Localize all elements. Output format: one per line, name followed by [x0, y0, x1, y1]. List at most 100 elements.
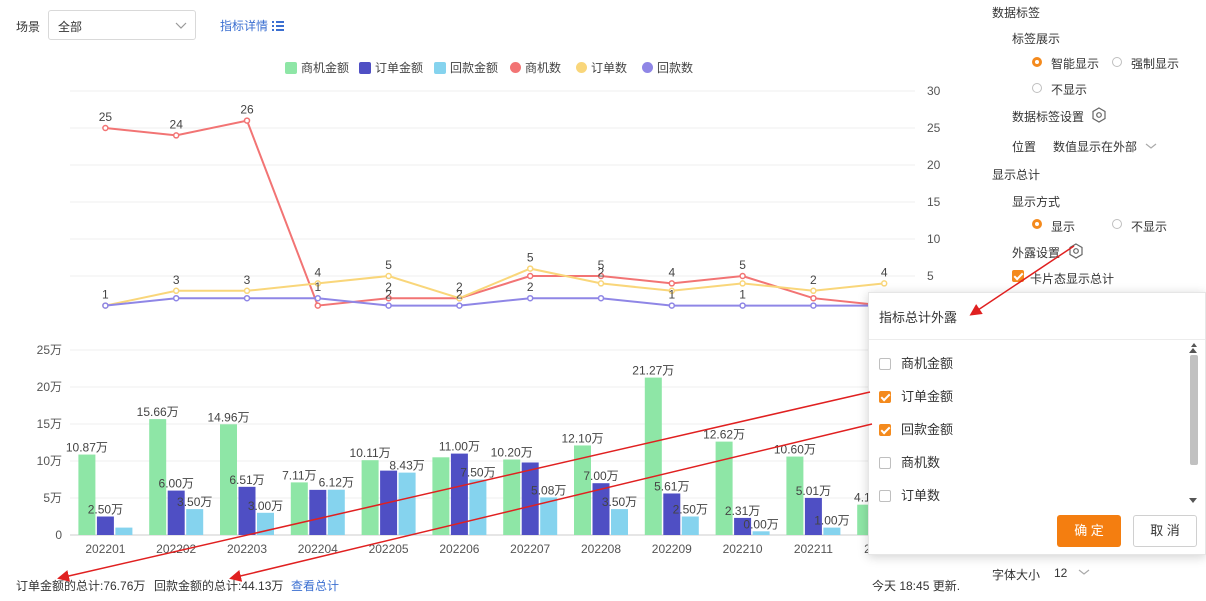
bar-data-label: 15.66万	[137, 405, 179, 419]
total-payment-amount: 回款金额的总计:44.13万	[154, 579, 284, 593]
line-data-label: 5	[598, 258, 605, 272]
line-data-label: 2	[385, 280, 392, 294]
bar-data-label: 7.11万	[282, 468, 316, 482]
radio-hide-label[interactable]	[1032, 83, 1042, 93]
line-data-label: 2	[598, 265, 605, 279]
line-axis-tick: 5	[927, 269, 934, 283]
gear-icon[interactable]	[1068, 243, 1084, 262]
popup-item-order-amount[interactable]: 订单金额	[879, 386, 953, 405]
metric-detail-link[interactable]: 指标详情	[220, 17, 285, 34]
x-axis-tick: 202202	[156, 542, 196, 556]
line-point	[739, 272, 746, 280]
line-data-label: 2	[385, 288, 392, 302]
label-display-heading: 标签展示	[1012, 32, 1061, 46]
bar-2	[186, 509, 204, 535]
legend-item[interactable]: 订单数	[576, 59, 627, 76]
popup-item-opportunity-count[interactable]: 商机数	[879, 452, 940, 471]
bar-data-label: 10.87万	[66, 441, 108, 455]
line-point	[314, 302, 322, 309]
bar-data-label: 3.50万	[177, 495, 212, 509]
bar-data-label: 6.12万	[319, 476, 354, 490]
line-data-label: 2	[810, 273, 817, 287]
legend-label: 订单金额	[375, 61, 424, 75]
metric-detail-label: 指标详情	[220, 19, 269, 33]
position-label: 位置	[1012, 140, 1037, 154]
opt-noshow-label: 不显示	[1131, 220, 1168, 234]
position-select[interactable]: 数值显示在外部	[1053, 138, 1158, 155]
bar-0	[361, 460, 379, 535]
font-size-select[interactable]: 12	[1054, 566, 1091, 580]
line-axis-tick: 20	[927, 158, 941, 172]
line-data-label: 4	[314, 265, 321, 279]
bar-data-label: 1.00万	[814, 514, 849, 528]
bar-axis-tick: 10万	[37, 454, 62, 468]
line-point	[243, 287, 251, 295]
radio-smart-display[interactable]	[1032, 57, 1042, 67]
card-show-total-checkbox[interactable]	[1012, 270, 1024, 282]
scene-select-value: 全部	[58, 20, 83, 34]
x-axis-tick: 202201	[85, 542, 125, 556]
radio-force-display[interactable]	[1112, 57, 1122, 67]
popup-item-order-count[interactable]: 订单数	[879, 485, 940, 504]
line-point	[597, 280, 605, 287]
checkbox[interactable]	[879, 457, 891, 469]
checkbox[interactable]	[879, 424, 891, 436]
legend-item[interactable]: 商机金额	[285, 59, 349, 76]
popup-item-label: 回款金额	[901, 422, 954, 437]
scroll-down-arrow-icon[interactable]	[1189, 493, 1197, 507]
confirm-button[interactable]: 确 定	[1057, 515, 1121, 547]
bar-data-label: 8.43万	[389, 459, 424, 473]
line-point	[456, 294, 463, 302]
bar-0	[78, 454, 96, 535]
list-icon	[268, 19, 285, 33]
legend-item[interactable]: 订单金额	[359, 59, 423, 76]
bar-data-label: 5.01万	[796, 484, 831, 498]
bar-0	[432, 457, 450, 535]
opt-hide-label: 不显示	[1051, 83, 1088, 97]
line-point	[668, 287, 676, 295]
legend-label: 商机金额	[301, 61, 350, 75]
bar-data-label: 3.00万	[248, 499, 283, 513]
legend-item[interactable]: 回款金额	[434, 59, 498, 76]
legend-item[interactable]: 商机数	[510, 59, 561, 76]
popup-item-payment-amount[interactable]: 回款金额	[879, 419, 953, 438]
popup-item-label: 商机数	[901, 455, 941, 470]
view-total-link[interactable]: 查看总计	[291, 579, 340, 593]
bar-1	[96, 516, 114, 535]
line-point	[880, 280, 888, 287]
bar-data-label: 6.51万	[229, 473, 264, 487]
line-data-label: 1	[739, 288, 746, 302]
bar-data-label: 12.10万	[561, 431, 603, 445]
line-point	[739, 280, 746, 287]
line-point	[597, 294, 605, 302]
legend-label: 订单数	[591, 61, 628, 75]
update-time: 今天 18:45 更新.	[872, 579, 961, 593]
gear-icon[interactable]	[1091, 107, 1107, 126]
bar-2	[115, 527, 133, 535]
scene-select[interactable]: 全部	[48, 10, 196, 40]
bar-0	[644, 377, 662, 535]
legend-marker	[434, 61, 446, 74]
line-series-1	[105, 267, 885, 307]
bar-0	[715, 441, 733, 535]
popup-item-opportunity-amount[interactable]: 商机金额	[879, 353, 953, 372]
bar-data-label: 2.31万	[725, 504, 760, 518]
legend-item[interactable]: 回款数	[642, 59, 693, 76]
x-axis-tick: 202208	[581, 542, 621, 556]
line-data-label: 3	[173, 273, 180, 287]
checkbox[interactable]	[879, 490, 891, 502]
radio-show-total[interactable]	[1032, 219, 1042, 229]
bar-data-label: 6.00万	[159, 477, 194, 491]
scroll-up-arrow-icon[interactable]	[1189, 343, 1197, 357]
scrollbar-thumb[interactable]	[1190, 355, 1198, 465]
bar-2	[611, 509, 628, 535]
line-point	[172, 294, 180, 302]
checkbox[interactable]	[879, 358, 891, 370]
line-point	[597, 272, 605, 280]
popup-title: 指标总计外露	[879, 310, 958, 325]
checkbox[interactable]	[879, 391, 891, 403]
bar-2	[823, 527, 841, 535]
radio-noshow-total[interactable]	[1112, 219, 1122, 229]
cancel-button[interactable]: 取 消	[1133, 515, 1197, 547]
line-point	[810, 287, 817, 295]
